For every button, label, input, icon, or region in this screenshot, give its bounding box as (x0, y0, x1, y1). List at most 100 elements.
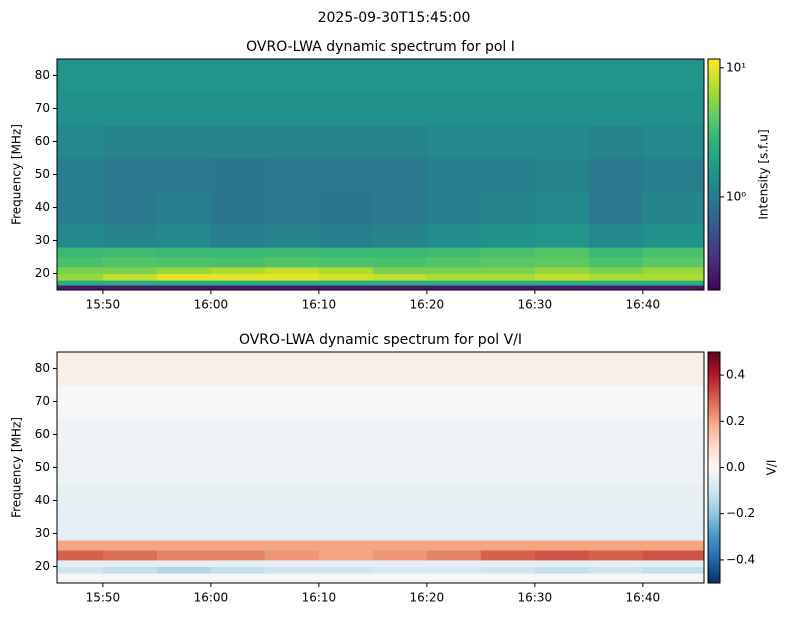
colorbar-swatch (708, 139, 720, 144)
colorbar-swatch (708, 421, 720, 425)
heatmap-cell (264, 352, 320, 386)
colorbar-swatch (708, 269, 720, 274)
colorbar-swatch (708, 84, 720, 89)
colorbar-swatch (708, 209, 720, 213)
colorbar-swatch (708, 513, 720, 518)
heatmap-cell (57, 257, 104, 268)
y-tick-label: 60 (35, 134, 50, 148)
heatmap-cell (372, 352, 428, 386)
colorbar-swatch (708, 119, 720, 124)
heatmap-cell (210, 484, 266, 518)
heatmap-cell (318, 92, 374, 126)
heatmap-cell (57, 484, 104, 518)
colorbar-swatch (708, 435, 720, 440)
heatmap-cell (57, 566, 104, 574)
heatmap-cell (156, 224, 212, 248)
heatmap-cell (264, 517, 320, 541)
colorbar-swatch (708, 252, 720, 256)
heatmap-cell (156, 191, 212, 225)
heatmap-cell (426, 418, 482, 452)
heatmap-cell (534, 566, 590, 574)
colorbar-swatch (708, 122, 720, 126)
heatmap-cell (642, 257, 705, 268)
colorbar-swatch (708, 165, 720, 170)
heatmap-cell (588, 158, 644, 192)
colorbar-swatch (708, 232, 720, 236)
colorbar-swatch (708, 484, 720, 489)
heatmap-cell (57, 559, 104, 567)
heatmap-cell (210, 191, 266, 225)
colorbar-swatch (708, 177, 720, 181)
colorbar-swatch (708, 536, 720, 541)
heatmap-cell (642, 158, 705, 192)
heatmap-cell (642, 573, 705, 579)
colorbar-tick-label: −0.4 (726, 552, 755, 566)
heatmap-cell (588, 224, 644, 248)
colorbar-swatch (708, 375, 720, 379)
colorbar-swatch (708, 496, 720, 500)
heatmap-cell (264, 191, 320, 225)
colorbar-swatch (708, 70, 720, 74)
heatmap-cell (264, 566, 320, 574)
heatmap-cell (588, 540, 644, 551)
heatmap-cell (156, 158, 212, 192)
heatmap-cell (264, 92, 320, 126)
colorbar-swatch (708, 539, 720, 544)
heatmap-cell (57, 540, 104, 551)
heatmap-cell (534, 573, 590, 579)
colorbar-swatch (708, 580, 720, 584)
colorbar-tick-label: 10¹ (726, 60, 746, 74)
heatmap-cell (264, 59, 320, 93)
colorbar-swatch (708, 455, 720, 460)
heatmap-cell (372, 550, 428, 561)
colorbar-tick-label: 0.0 (726, 460, 745, 474)
colorbar-swatch (708, 490, 720, 494)
heatmap-cell (588, 257, 644, 268)
colorbar-swatch (708, 502, 720, 506)
heatmap-cell (102, 540, 158, 551)
heatmap-cell (588, 385, 644, 419)
colorbar-swatch (708, 533, 720, 538)
heatmap-cell (642, 285, 705, 291)
heatmap-cell (372, 559, 428, 567)
y-tick-label: 70 (35, 394, 50, 408)
heatmap-cell (534, 247, 590, 258)
heatmap-cell (642, 224, 705, 248)
heatmap-cell (156, 352, 212, 386)
colorbar-swatch (708, 450, 720, 454)
heatmap-cell (372, 273, 428, 281)
colorbar-swatch (708, 105, 720, 109)
heatmap-cell (426, 280, 482, 286)
heatmap-cell (588, 191, 644, 225)
heatmap-cell (534, 273, 590, 281)
heatmap-cell (426, 550, 482, 561)
colorbar-swatch (708, 217, 720, 222)
heatmap-cell (372, 59, 428, 93)
heatmap-cell (588, 559, 644, 567)
colorbar-swatch (708, 409, 720, 414)
heatmap-cell (642, 273, 705, 281)
heatmap-cell (588, 352, 644, 386)
heatmap-cell (426, 559, 482, 567)
heatmap-cell (588, 418, 644, 452)
heatmap-cell (210, 224, 266, 248)
heatmap-cell (588, 125, 644, 159)
colorbar-swatch (708, 174, 720, 178)
colorbar-swatch (708, 557, 720, 561)
colorbar-tick-label: 0.4 (726, 368, 745, 382)
heatmap-cell (426, 285, 482, 291)
heatmap-cell (426, 59, 482, 93)
figure-title: 2025-09-30T15:45:00 (318, 10, 471, 26)
heatmap-cell (210, 550, 266, 561)
y-tick-label: 20 (35, 266, 50, 280)
colorbar-swatch (708, 386, 720, 391)
colorbar-swatch (708, 203, 720, 207)
heatmap-cell (372, 191, 428, 225)
heatmap-cell (426, 224, 482, 248)
heatmap-cell (642, 125, 705, 159)
colorbar-swatch (708, 507, 720, 512)
heatmap-cell (210, 158, 266, 192)
heatmap-cell (156, 92, 212, 126)
x-tick-label: 15:50 (86, 591, 121, 605)
colorbar-swatch (708, 102, 720, 106)
